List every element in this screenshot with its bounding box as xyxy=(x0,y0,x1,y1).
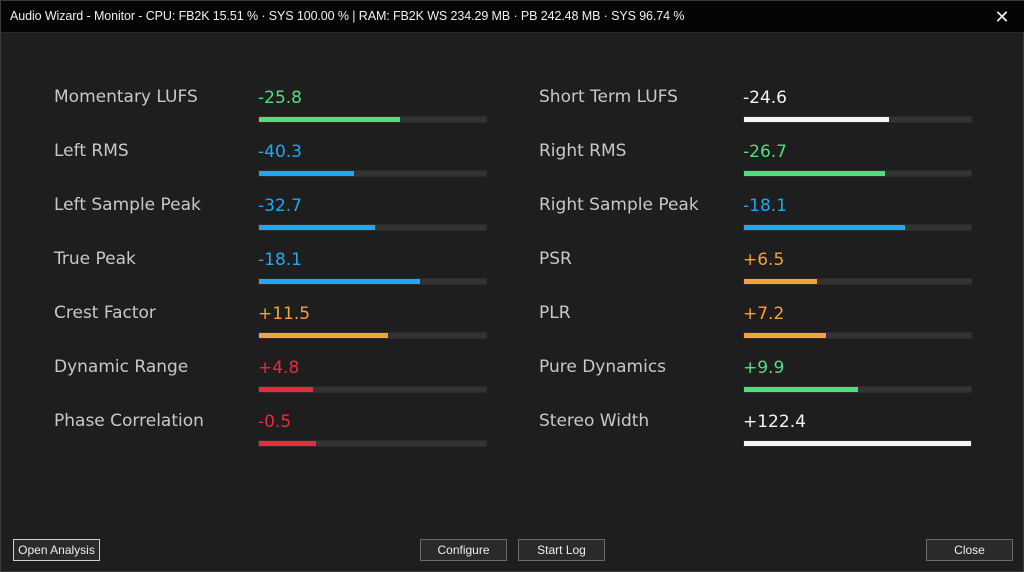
meter-fill xyxy=(744,279,817,284)
meter-bar xyxy=(743,116,972,123)
metric-label: Dynamic Range xyxy=(54,357,189,377)
meter-bar xyxy=(258,116,487,123)
metric-left-rms: Left RMS -40.3 xyxy=(54,141,494,195)
metric-right-sample-peak: Right Sample Peak -18.1 xyxy=(539,195,979,249)
meter-bar xyxy=(258,170,487,177)
metric-label: Phase Correlation xyxy=(54,411,204,431)
open-analysis-button[interactable]: Open Analysis xyxy=(13,539,100,561)
metric-value: -32.7 xyxy=(258,196,302,216)
meter-bar xyxy=(258,332,487,339)
metric-label: Right RMS xyxy=(539,141,627,161)
meter-fill xyxy=(744,441,971,446)
meter-fill xyxy=(259,387,314,392)
meter-fill xyxy=(259,279,421,284)
close-window-icon[interactable]: ✕ xyxy=(994,6,1010,28)
window-title: Audio Wizard - Monitor - CPU: FB2K 15.51… xyxy=(10,9,685,23)
meter-bar xyxy=(743,224,972,231)
title-bar: Audio Wizard - Monitor - CPU: FB2K 15.51… xyxy=(1,1,1024,33)
metric-stereo-width: Stereo Width +122.4 xyxy=(539,411,979,465)
metric-value: +122.4 xyxy=(743,412,806,432)
metric-right-rms: Right RMS -26.7 xyxy=(539,141,979,195)
metric-value: +4.8 xyxy=(258,358,300,378)
metric-label: Left Sample Peak xyxy=(54,195,201,215)
metric-momentary-lufs: Momentary LUFS -25.8 xyxy=(54,87,494,141)
close-button[interactable]: Close xyxy=(926,539,1013,561)
meter-bar xyxy=(743,440,972,447)
meter-bar xyxy=(743,386,972,393)
metric-value: +6.5 xyxy=(743,250,785,270)
metric-label: Momentary LUFS xyxy=(54,87,198,107)
meter-bar xyxy=(743,278,972,285)
meter-bar xyxy=(743,170,972,177)
metric-label: PSR xyxy=(539,249,572,269)
metric-value: -18.1 xyxy=(743,196,787,216)
metric-value: -26.7 xyxy=(743,142,787,162)
metric-pure-dynamics: Pure Dynamics +9.9 xyxy=(539,357,979,411)
meter-fill xyxy=(744,117,890,122)
meter-fill xyxy=(259,117,400,122)
metric-label: Stereo Width xyxy=(539,411,650,431)
metric-value: -0.5 xyxy=(258,412,292,432)
metric-true-peak: True Peak -18.1 xyxy=(54,249,494,303)
metric-value: -40.3 xyxy=(258,142,302,162)
meter-bar xyxy=(258,440,487,447)
metric-crest-factor: Crest Factor +11.5 xyxy=(54,303,494,357)
meter-fill xyxy=(259,441,316,446)
configure-button[interactable]: Configure xyxy=(420,539,507,561)
metric-label: PLR xyxy=(539,303,571,323)
metric-plr: PLR +7.2 xyxy=(539,303,979,357)
meter-bar xyxy=(743,332,972,339)
metric-value: -24.6 xyxy=(743,88,787,108)
meter-fill xyxy=(744,387,858,392)
metric-label: True Peak xyxy=(54,249,136,269)
meter-bar xyxy=(258,386,487,393)
metric-value: +7.2 xyxy=(743,304,785,324)
metric-label: Short Term LUFS xyxy=(539,87,678,107)
metric-value: -18.1 xyxy=(258,250,302,270)
meter-fill xyxy=(259,225,375,230)
metric-psr: PSR +6.5 xyxy=(539,249,979,303)
metric-value: +9.9 xyxy=(743,358,785,378)
metric-label: Right Sample Peak xyxy=(539,195,699,215)
metric-dynamic-range: Dynamic Range +4.8 xyxy=(54,357,494,411)
meter-fill xyxy=(744,171,885,176)
metric-short-term-lufs: Short Term LUFS -24.6 xyxy=(539,87,979,141)
metric-left-sample-peak: Left Sample Peak -32.7 xyxy=(54,195,494,249)
meter-bar xyxy=(258,224,487,231)
meter-fill xyxy=(259,333,389,338)
metric-label: Left RMS xyxy=(54,141,129,161)
meter-bar xyxy=(258,278,487,285)
metric-label: Pure Dynamics xyxy=(539,357,667,377)
start-log-button[interactable]: Start Log xyxy=(518,539,605,561)
metric-value: +11.5 xyxy=(258,304,311,324)
meter-fill xyxy=(744,333,826,338)
metric-value: -25.8 xyxy=(258,88,302,108)
meter-fill xyxy=(259,171,355,176)
metric-label: Crest Factor xyxy=(54,303,156,323)
meter-fill xyxy=(744,225,906,230)
metric-phase-correlation: Phase Correlation -0.5 xyxy=(54,411,494,465)
